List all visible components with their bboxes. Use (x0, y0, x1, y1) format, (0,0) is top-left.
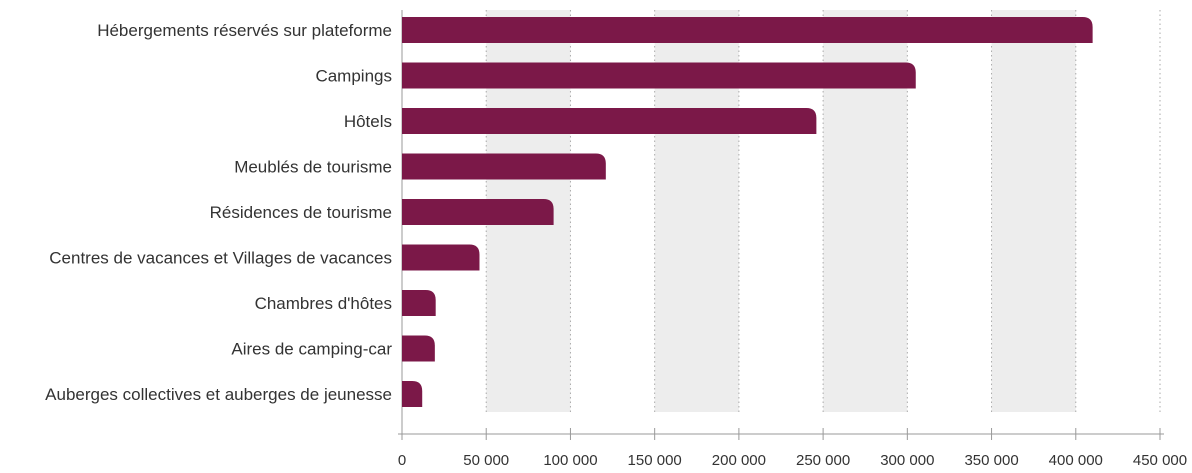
x-tick-label: 250 000 (796, 452, 850, 469)
bars (402, 17, 1093, 407)
category-labels: Hébergements réservés sur plateforme Camp… (45, 21, 392, 404)
x-tick-label: 50 000 (463, 452, 509, 469)
x-tick-label: 150 000 (628, 452, 682, 469)
category-label: Centres de vacances et Villages de vacan… (49, 249, 392, 268)
category-label: Campings (315, 67, 392, 86)
x-tick-label: 350 000 (964, 452, 1018, 469)
bar (402, 381, 423, 407)
category-label: Meublés de tourisme (234, 158, 392, 177)
x-tick-label: 300 000 (880, 452, 934, 469)
grid-band (991, 10, 1076, 412)
category-label: Auberges collectives et auberges de jeun… (45, 385, 392, 404)
bar (402, 244, 480, 271)
x-tick-label: 0 (398, 452, 406, 469)
bar (402, 290, 436, 316)
bar (402, 153, 606, 180)
bar (402, 108, 817, 134)
x-tick-label: 400 000 (1049, 452, 1103, 469)
bar (402, 335, 435, 362)
category-label: Hôtels (344, 112, 392, 131)
bar (402, 62, 916, 89)
category-label: Aires de camping-car (231, 340, 392, 359)
x-axis: 0 50 000 100 000 150 000 200 000 250 000 300 0… (398, 428, 1187, 469)
category-label: Chambres d'hôtes (255, 294, 392, 313)
bar (402, 199, 554, 225)
category-label: Résidences de tourisme (210, 203, 392, 222)
x-tick-label: 100 000 (543, 452, 597, 469)
category-label: Hébergements réservés sur plateforme (97, 21, 392, 40)
x-tick-label: 200 000 (712, 452, 766, 469)
x-tick-label: 450 000 (1133, 452, 1187, 469)
bar (402, 17, 1093, 43)
